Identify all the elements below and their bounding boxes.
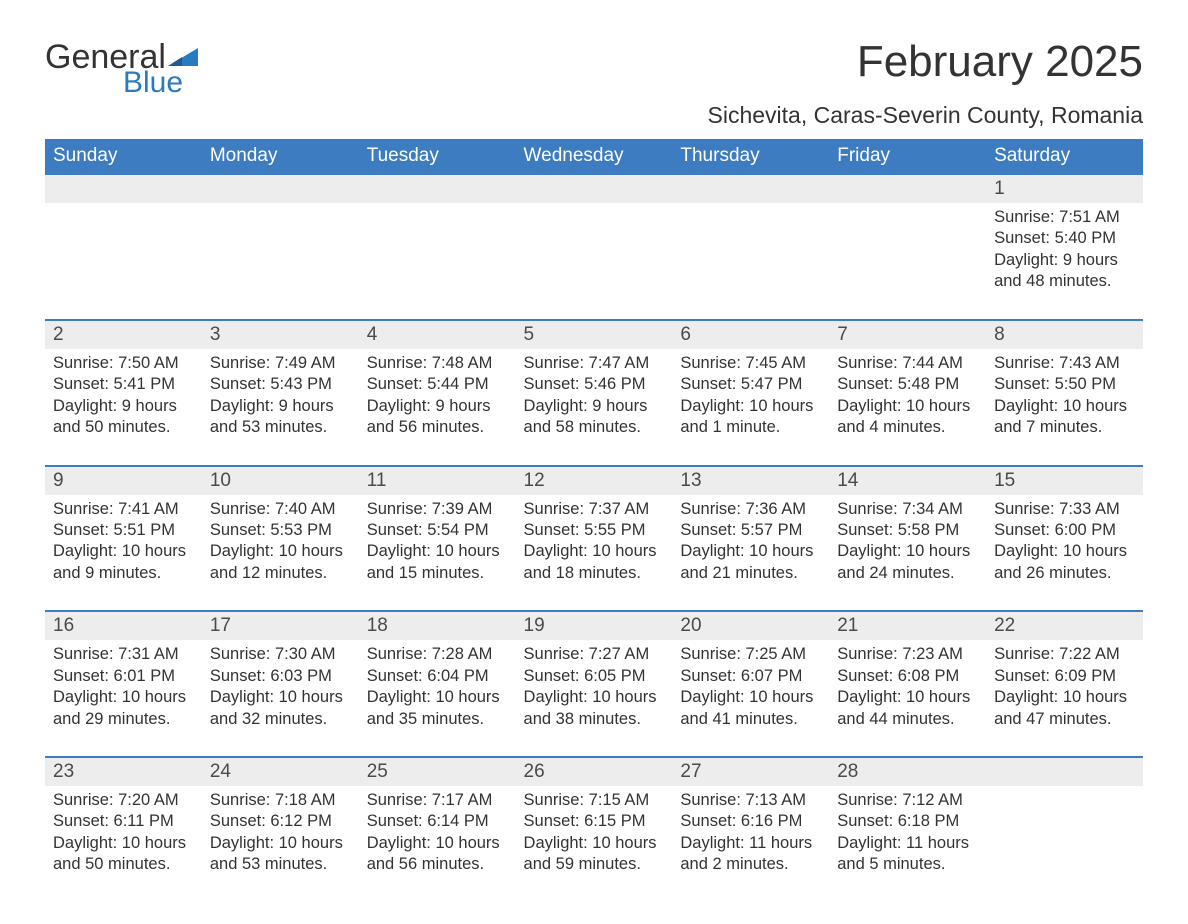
day-header: Sunday [45, 139, 202, 174]
day-number: 23 [45, 757, 202, 786]
daynum-row: 1 [45, 174, 1143, 203]
daynum-row: 2 3 4 5 6 7 8 [45, 320, 1143, 349]
day-cell: Sunrise: 7:12 AMSunset: 6:18 PMDaylight:… [829, 786, 986, 884]
data-row: Sunrise: 7:31 AMSunset: 6:01 PMDaylight:… [45, 640, 1143, 757]
day-number: 10 [202, 466, 359, 495]
day-header: Monday [202, 139, 359, 174]
day-cell: Sunrise: 7:30 AMSunset: 6:03 PMDaylight:… [202, 640, 359, 757]
day-cell: Sunrise: 7:31 AMSunset: 6:01 PMDaylight:… [45, 640, 202, 757]
day-cell: Sunrise: 7:18 AMSunset: 6:12 PMDaylight:… [202, 786, 359, 884]
day-header: Saturday [986, 139, 1143, 174]
logo-text-blue: Blue [123, 68, 198, 98]
day-number: 14 [829, 466, 986, 495]
day-cell: Sunrise: 7:45 AMSunset: 5:47 PMDaylight:… [672, 349, 829, 466]
day-cell [359, 203, 516, 320]
day-header: Wednesday [516, 139, 673, 174]
day-number: 17 [202, 611, 359, 640]
day-number: 26 [516, 757, 673, 786]
day-number [672, 174, 829, 203]
day-number: 13 [672, 466, 829, 495]
daynum-row: 9 10 11 12 13 14 15 [45, 466, 1143, 495]
day-number: 4 [359, 320, 516, 349]
data-row: Sunrise: 7:20 AMSunset: 6:11 PMDaylight:… [45, 786, 1143, 884]
day-number: 19 [516, 611, 673, 640]
day-cell: Sunrise: 7:13 AMSunset: 6:16 PMDaylight:… [672, 786, 829, 884]
day-number: 9 [45, 466, 202, 495]
calendar-header-row: Sunday Monday Tuesday Wednesday Thursday… [45, 139, 1143, 174]
day-number: 5 [516, 320, 673, 349]
day-cell: Sunrise: 7:49 AMSunset: 5:43 PMDaylight:… [202, 349, 359, 466]
data-row: Sunrise: 7:41 AMSunset: 5:51 PMDaylight:… [45, 495, 1143, 612]
day-cell: Sunrise: 7:20 AMSunset: 6:11 PMDaylight:… [45, 786, 202, 884]
day-number: 6 [672, 320, 829, 349]
day-number: 2 [45, 320, 202, 349]
day-number: 8 [986, 320, 1143, 349]
day-cell: Sunrise: 7:44 AMSunset: 5:48 PMDaylight:… [829, 349, 986, 466]
day-cell [45, 203, 202, 320]
day-cell: Sunrise: 7:25 AMSunset: 6:07 PMDaylight:… [672, 640, 829, 757]
day-cell: Sunrise: 7:28 AMSunset: 6:04 PMDaylight:… [359, 640, 516, 757]
day-number: 21 [829, 611, 986, 640]
daynum-row: 23 24 25 26 27 28 [45, 757, 1143, 786]
day-header: Friday [829, 139, 986, 174]
day-cell: Sunrise: 7:33 AMSunset: 6:00 PMDaylight:… [986, 495, 1143, 612]
day-number [202, 174, 359, 203]
day-cell [829, 203, 986, 320]
day-number: 16 [45, 611, 202, 640]
calendar-body: 1 Sunrise: 7:51 AMSunset: 5:40 PMDayligh… [45, 174, 1143, 884]
day-cell: Sunrise: 7:34 AMSunset: 5:58 PMDaylight:… [829, 495, 986, 612]
day-header: Tuesday [359, 139, 516, 174]
month-title: February 2025 [708, 40, 1143, 84]
logo: General Blue [45, 40, 198, 98]
day-header: Thursday [672, 139, 829, 174]
day-number [986, 757, 1143, 786]
day-cell: Sunrise: 7:37 AMSunset: 5:55 PMDaylight:… [516, 495, 673, 612]
calendar-table: Sunday Monday Tuesday Wednesday Thursday… [45, 139, 1143, 884]
day-cell: Sunrise: 7:50 AMSunset: 5:41 PMDaylight:… [45, 349, 202, 466]
day-cell: Sunrise: 7:47 AMSunset: 5:46 PMDaylight:… [516, 349, 673, 466]
day-cell: Sunrise: 7:43 AMSunset: 5:50 PMDaylight:… [986, 349, 1143, 466]
daynum-row: 16 17 18 19 20 21 22 [45, 611, 1143, 640]
day-number: 18 [359, 611, 516, 640]
day-cell: Sunrise: 7:17 AMSunset: 6:14 PMDaylight:… [359, 786, 516, 884]
day-number: 28 [829, 757, 986, 786]
day-cell: Sunrise: 7:40 AMSunset: 5:53 PMDaylight:… [202, 495, 359, 612]
day-cell: Sunrise: 7:51 AMSunset: 5:40 PMDaylight:… [986, 203, 1143, 320]
day-number: 11 [359, 466, 516, 495]
day-number: 22 [986, 611, 1143, 640]
day-cell [516, 203, 673, 320]
day-cell: Sunrise: 7:48 AMSunset: 5:44 PMDaylight:… [359, 349, 516, 466]
day-number: 1 [986, 174, 1143, 203]
day-cell: Sunrise: 7:39 AMSunset: 5:54 PMDaylight:… [359, 495, 516, 612]
day-cell [986, 786, 1143, 884]
day-number: 27 [672, 757, 829, 786]
day-cell [202, 203, 359, 320]
location: Sichevita, Caras-Severin County, Romania [708, 102, 1143, 129]
day-number [829, 174, 986, 203]
title-block: February 2025 Sichevita, Caras-Severin C… [708, 40, 1143, 129]
day-cell: Sunrise: 7:22 AMSunset: 6:09 PMDaylight:… [986, 640, 1143, 757]
day-cell: Sunrise: 7:36 AMSunset: 5:57 PMDaylight:… [672, 495, 829, 612]
day-number [45, 174, 202, 203]
day-number: 12 [516, 466, 673, 495]
data-row: Sunrise: 7:51 AMSunset: 5:40 PMDaylight:… [45, 203, 1143, 320]
day-number: 7 [829, 320, 986, 349]
day-cell: Sunrise: 7:23 AMSunset: 6:08 PMDaylight:… [829, 640, 986, 757]
day-number [516, 174, 673, 203]
day-cell: Sunrise: 7:27 AMSunset: 6:05 PMDaylight:… [516, 640, 673, 757]
day-cell: Sunrise: 7:41 AMSunset: 5:51 PMDaylight:… [45, 495, 202, 612]
day-number: 20 [672, 611, 829, 640]
day-number: 15 [986, 466, 1143, 495]
data-row: Sunrise: 7:50 AMSunset: 5:41 PMDaylight:… [45, 349, 1143, 466]
day-cell [672, 203, 829, 320]
day-number: 24 [202, 757, 359, 786]
day-cell: Sunrise: 7:15 AMSunset: 6:15 PMDaylight:… [516, 786, 673, 884]
header: General Blue February 2025 Sichevita, Ca… [45, 40, 1143, 129]
day-number: 3 [202, 320, 359, 349]
day-number [359, 174, 516, 203]
day-number: 25 [359, 757, 516, 786]
